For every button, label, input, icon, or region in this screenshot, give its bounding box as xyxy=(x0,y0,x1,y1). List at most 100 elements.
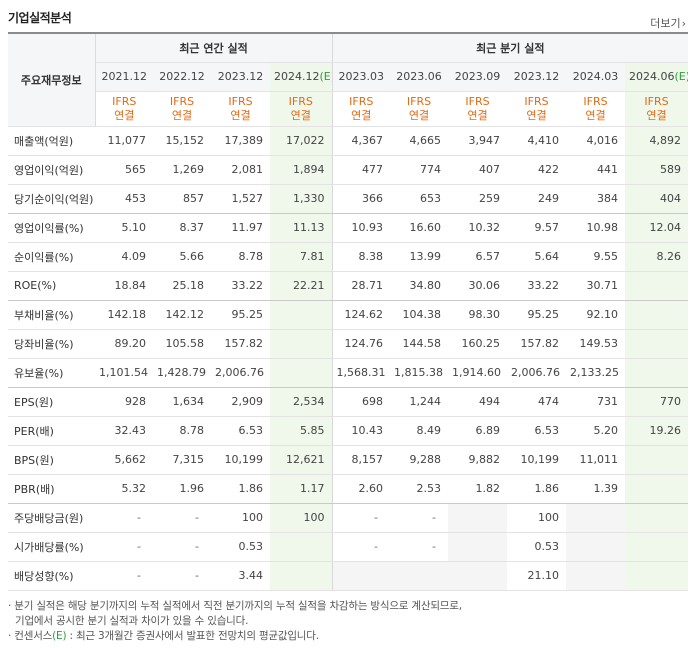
period-header: 2023.03 xyxy=(332,62,391,92)
table-cell: 2,081 xyxy=(211,155,270,185)
period-label: 2023.03 xyxy=(338,70,385,83)
table-cell: - xyxy=(95,503,153,533)
accounting-standard: IFRS 연결 xyxy=(625,91,689,127)
table-cell: 1,568.31 xyxy=(332,358,391,388)
table-cell: 18.84 xyxy=(95,271,153,301)
table-cell: 19.26 xyxy=(625,416,689,446)
table-row: 유보율(%) 1,101.54 1,428.79 2,006.76 1,568.31 1,… xyxy=(8,358,689,388)
table-cell: 474 xyxy=(507,387,567,417)
table-cell: 17,389 xyxy=(211,126,270,156)
table-cell xyxy=(566,532,626,562)
period-header: 2023.09 xyxy=(448,62,508,92)
table-cell xyxy=(270,358,333,388)
table-cell: 32.43 xyxy=(95,416,153,446)
table-cell: 9.57 xyxy=(507,213,567,243)
table-cell: 1.96 xyxy=(153,474,211,504)
period-header: 2024.06(E) xyxy=(625,62,689,92)
row-label: ROE(%) xyxy=(8,271,95,301)
table-cell: 5.85 xyxy=(270,416,333,446)
table-cell: 9,288 xyxy=(390,445,449,475)
table-cell: 3,947 xyxy=(448,126,508,156)
table-row: 배당성향(%) - -3.44 21.10 xyxy=(8,561,689,591)
table-cell: 8,157 xyxy=(332,445,391,475)
table-cell: 422 xyxy=(507,155,567,185)
table-cell: 5.10 xyxy=(95,213,153,243)
table-cell: 8.78 xyxy=(211,242,270,272)
table-cell xyxy=(332,561,391,591)
more-link[interactable]: 더보기› xyxy=(650,15,686,31)
period-label: 2023.09 xyxy=(454,70,501,83)
table-cell: 2.60 xyxy=(332,474,391,504)
table-cell: - xyxy=(95,561,153,591)
table-row: 순이익률(%) 4.09 5.66 8.78 7.81 8.38 13.99 6.57 5.64… xyxy=(8,242,689,272)
table-cell: 0.53 xyxy=(507,532,567,562)
table-cell: 1,815.38 xyxy=(390,358,449,388)
accounting-standard: IFRS 연결 xyxy=(270,91,333,127)
table-cell: 7,315 xyxy=(153,445,211,475)
row-label: 주당배당금(원) xyxy=(8,503,95,533)
period-header: 2024.03 xyxy=(566,62,626,92)
table-cell: 4,410 xyxy=(507,126,567,156)
table-cell: 30.71 xyxy=(566,271,626,301)
table-cell: 21.10 xyxy=(507,561,567,591)
ifrs-label: IFRS xyxy=(644,94,669,108)
table-cell: 2,133.25 xyxy=(566,358,626,388)
ifrs-label: IFRS xyxy=(169,94,195,108)
table-cell: 11,077 xyxy=(95,126,153,156)
section-title: 기업실적분석 xyxy=(8,11,72,25)
period-header: 2022.12 xyxy=(153,62,211,92)
accounting-standard: IFRS 연결 xyxy=(448,91,508,127)
table-cell: 1,101.54 xyxy=(95,358,153,388)
table-cell: - xyxy=(390,532,449,562)
section-header: 기업실적분석 더보기› xyxy=(8,7,686,31)
table-cell: 1.39 xyxy=(566,474,626,504)
period-label: 2021.12 xyxy=(101,70,148,83)
table-cell: 11,011 xyxy=(566,445,626,475)
row-label: 영업이익(억원) xyxy=(8,155,95,185)
table-cell: 2,909 xyxy=(211,387,270,417)
table-cell: 6.53 xyxy=(507,416,567,446)
table-cell xyxy=(625,503,689,533)
table-cell: 13.99 xyxy=(390,242,449,272)
table-cell xyxy=(625,445,689,475)
ifrs-label: IFRS xyxy=(228,94,253,108)
table-cell: 4,016 xyxy=(566,126,626,156)
chevron-right-icon: › xyxy=(681,17,686,30)
table-cell: 160.25 xyxy=(448,329,508,359)
table-cell: 34.80 xyxy=(390,271,449,301)
table-cell: 105.58 xyxy=(153,329,211,359)
table-cell: 384 xyxy=(566,184,626,214)
table-cell: 10,199 xyxy=(211,445,270,475)
table-cell: 2,006.76 xyxy=(211,358,270,388)
table-cell: - xyxy=(153,561,211,591)
table-row: 매출액(억원) 11,077 15,152 17,389 17,022 4,367 4,66… xyxy=(8,126,689,156)
table-cell xyxy=(625,329,689,359)
table-cell: 10,199 xyxy=(507,445,567,475)
row-label: 시가배당률(%) xyxy=(8,532,95,562)
period-label: 2023.12 xyxy=(217,70,264,83)
table-row: 주당배당금(원) - -100 100- -100 xyxy=(8,503,689,533)
ifrs-label: IFRS xyxy=(406,94,432,108)
table-cell: 124.62 xyxy=(332,300,391,330)
table-cell: 770 xyxy=(625,387,689,417)
table-cell xyxy=(270,300,333,330)
table-cell xyxy=(448,561,508,591)
footnote-prefix: · 컨센서스 xyxy=(8,630,53,642)
consolidated-label: 연결 xyxy=(646,108,667,122)
period-label: 2023.06 xyxy=(396,70,442,83)
ifrs-label: IFRS xyxy=(112,94,137,108)
estimate-mark: (E) xyxy=(674,70,689,83)
table-cell xyxy=(448,532,508,562)
table-cell: 28.71 xyxy=(332,271,391,301)
table-cell xyxy=(625,474,689,504)
table-cell: 16.60 xyxy=(390,213,449,243)
table-cell: - xyxy=(332,503,391,533)
row-label: 당좌비율(%) xyxy=(8,329,95,359)
table-cell xyxy=(625,532,689,562)
table-cell: 0.53 xyxy=(211,532,270,562)
accounting-standard: IFRS 연결 xyxy=(211,91,270,127)
table-cell: 30.06 xyxy=(448,271,508,301)
table-cell: 124.76 xyxy=(332,329,391,359)
table-cell: 1.86 xyxy=(211,474,270,504)
table-cell: 33.22 xyxy=(507,271,567,301)
